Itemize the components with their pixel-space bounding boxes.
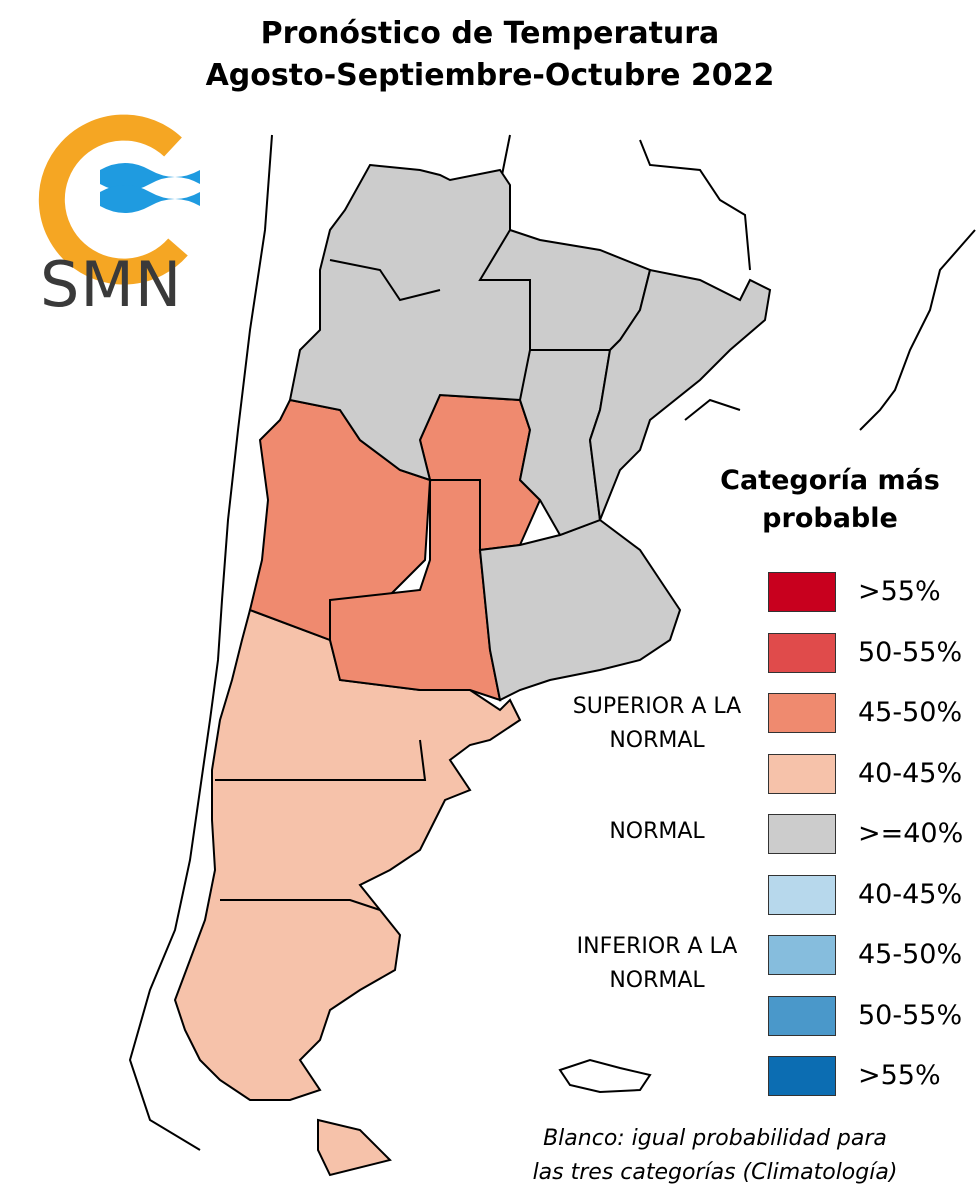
logo-ring [38,114,188,285]
region-north [288,163,652,537]
region-buenos-aires [478,518,682,702]
legend-label: 45-50% [858,939,963,970]
note-line-2: las tres categorías (Climatología) [532,1160,898,1185]
legend-swatch [768,814,836,854]
legend-group-normal: NORMAL [609,819,705,844]
legend-swatch [768,753,836,794]
smn-logo-text: SMN [40,248,183,321]
logo-wave-2 [100,185,200,213]
paraguay-border [639,139,751,271]
legend-label: 40-45% [858,878,963,910]
legend-swatch [768,935,836,975]
legend-label: 45-50% [858,697,963,728]
legend-swatch [768,1056,836,1096]
legend-swatch [768,995,836,1036]
uruguay-border [684,398,741,421]
legend-label: 50-55% [858,999,963,1031]
legend-swatch [768,874,836,915]
map-subtitle: Agosto-Septiembre-Octubre 2022 [205,58,775,93]
note: Blanco: igual probabilidad para las tres… [490,1122,940,1190]
map-title: Pronóstico de Temperatura [260,16,720,51]
note-line-1: Blanco: igual probabilidad para [543,1126,887,1151]
legend-group-inferior: INFERIOR A LA NORMAL [576,934,738,993]
legend-title: Categoría más probable [720,465,940,534]
logo-wave-1 [100,163,200,191]
region-northeast [588,268,772,521]
region-tierra-del-fuego [317,1118,392,1177]
legend-label: >55% [858,576,941,607]
brazil-coast [859,229,976,431]
legend-label: >=40% [858,818,964,849]
legend-label: >55% [858,1060,941,1091]
legend-swatch [768,693,836,733]
smn-logo [38,114,200,285]
legend-label: 50-55% [858,636,963,668]
chile-outline [128,134,273,1151]
province-lines [215,229,610,911]
legend-label: 40-45% [858,757,963,789]
legend-group-superior: SUPERIOR A LA NORMAL [572,694,742,753]
legend-swatch [768,632,836,673]
region-patagonia [173,608,522,1101]
malvinas-islands [558,1058,652,1094]
legend-swatch [768,572,836,612]
